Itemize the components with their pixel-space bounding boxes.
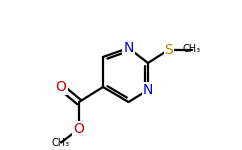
Text: O: O [56,80,67,94]
Text: N: N [123,41,134,55]
Text: N: N [143,83,153,97]
Text: S: S [165,42,173,57]
Text: CH₃: CH₃ [182,45,201,54]
Text: O: O [74,122,84,136]
Text: CH₃: CH₃ [52,138,70,147]
